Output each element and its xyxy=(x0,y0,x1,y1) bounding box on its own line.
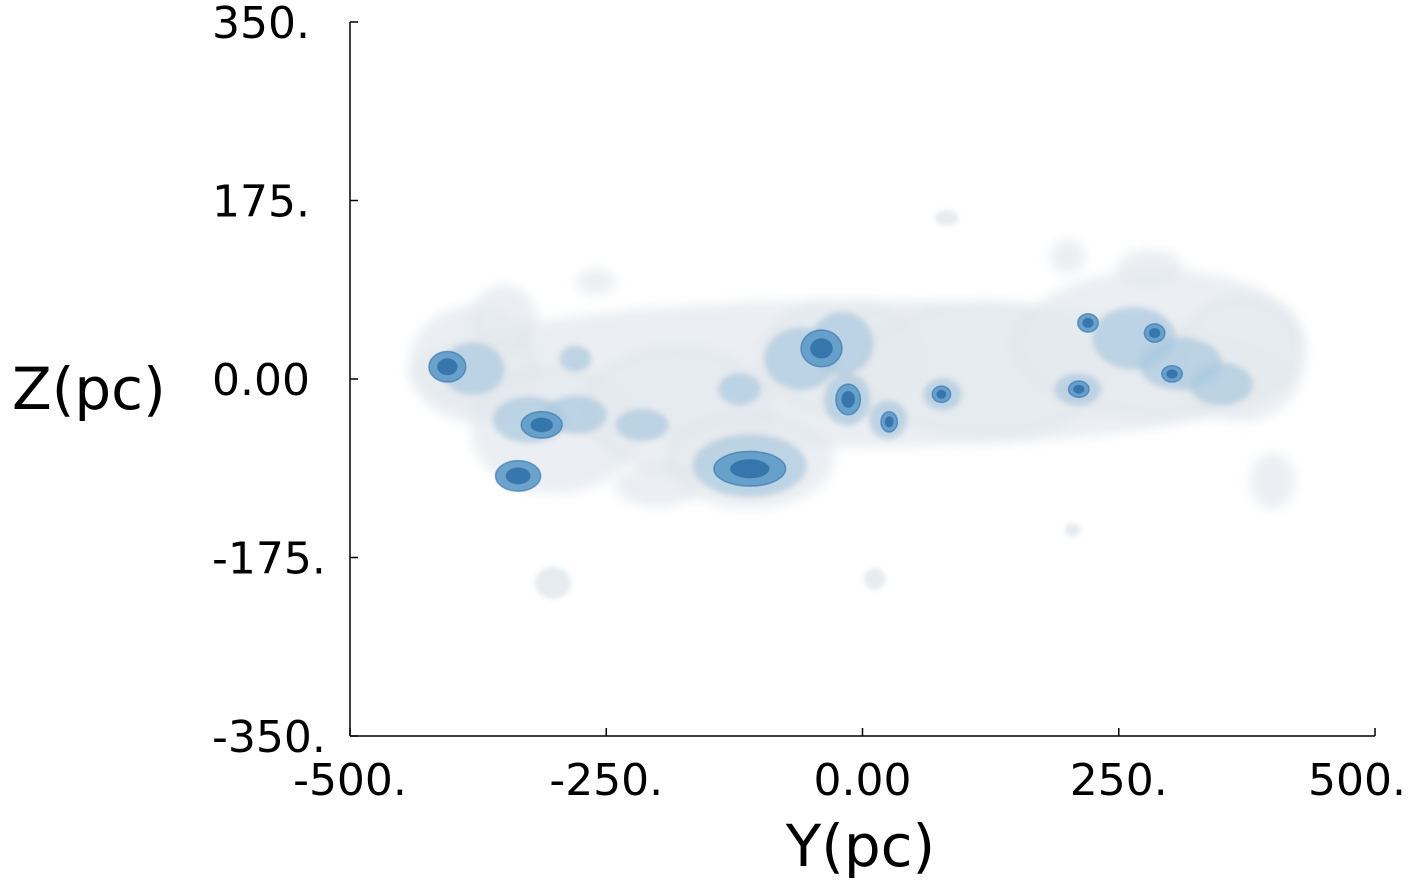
density-layer-isolated xyxy=(535,210,1080,599)
density-core xyxy=(1073,384,1085,394)
density-blob xyxy=(1065,524,1080,536)
density-core xyxy=(730,459,770,479)
density-blob xyxy=(1251,454,1294,508)
density-core xyxy=(810,338,833,359)
density-core xyxy=(1148,328,1161,339)
y-tick-label: -175. xyxy=(212,534,326,585)
x-tick-label: 250. xyxy=(1070,755,1168,806)
y-axis-title: Z(pc) xyxy=(12,355,166,423)
density-core xyxy=(936,389,947,399)
density-blob xyxy=(935,210,958,225)
density-core xyxy=(841,390,855,408)
density-blob xyxy=(1189,362,1253,406)
x-tick-label: 500. xyxy=(1308,755,1406,806)
y-tick-label: 175. xyxy=(212,177,310,228)
y-tick-group: 350. 175. 0.00 -175. -350. xyxy=(212,0,358,763)
density-blob xyxy=(615,408,669,441)
x-tick-group: -500. -250. 0.00 250. 500. xyxy=(293,728,1406,806)
y-tick-label: 0.00 xyxy=(212,355,310,406)
density-core xyxy=(530,417,553,433)
density-blob xyxy=(535,567,571,599)
density-blob xyxy=(576,271,616,294)
density-core xyxy=(884,416,894,428)
density-blob xyxy=(615,466,700,506)
x-tick-label: 0.00 xyxy=(814,755,912,806)
density-core xyxy=(1082,317,1094,328)
density-blob xyxy=(472,286,536,350)
x-tick-label: -500. xyxy=(293,755,407,806)
plot-area xyxy=(410,210,1304,599)
density-layer-core xyxy=(437,317,1178,485)
density-blob xyxy=(718,373,761,406)
density-blob xyxy=(1118,250,1181,283)
density-blob xyxy=(864,568,885,589)
x-tick-label: -250. xyxy=(549,755,663,806)
y-tick-label: 350. xyxy=(212,0,310,49)
density-blob xyxy=(559,345,592,372)
density-core xyxy=(1166,369,1178,379)
x-axis-title: Y(pc) xyxy=(785,812,935,880)
density-core xyxy=(505,467,531,485)
density-blob xyxy=(1051,240,1084,273)
y-tick-label: -350. xyxy=(212,712,326,763)
density-core xyxy=(437,358,458,376)
